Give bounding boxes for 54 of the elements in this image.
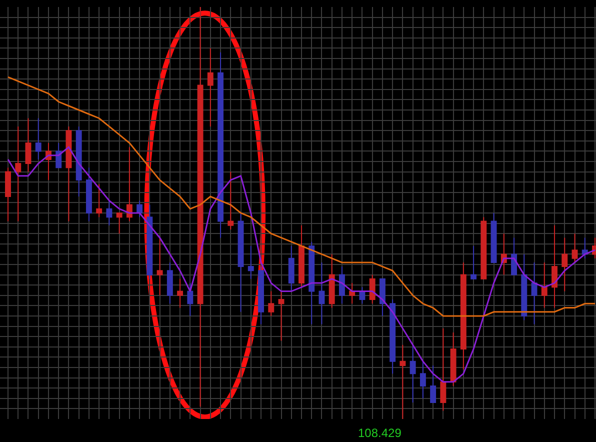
candlestick [369, 274, 376, 304]
candlestick [440, 328, 446, 412]
candlestick [177, 278, 184, 308]
candlestick [248, 245, 254, 280]
candlestick [450, 332, 456, 387]
candlestick [521, 254, 528, 321]
candlestick [460, 262, 466, 370]
candlestick [480, 216, 487, 280]
candlestick [238, 212, 244, 312]
candlestick [106, 200, 112, 226]
candlestick [359, 286, 366, 304]
candlestick [511, 237, 517, 276]
candlestick [490, 212, 497, 263]
candlestick [288, 245, 294, 292]
candlestick [268, 290, 274, 316]
candlestick [349, 282, 356, 304]
candlestick [56, 142, 62, 168]
candlestick [76, 126, 82, 198]
candlestick [25, 118, 32, 172]
candlestick [207, 48, 214, 127]
candlestick [552, 224, 558, 308]
candlestick [318, 262, 325, 325]
candlestick [126, 146, 132, 222]
candlestick [328, 254, 335, 308]
candlestick [156, 237, 163, 296]
candlestick [116, 212, 122, 234]
candlestick [96, 184, 102, 218]
candlestick [187, 282, 194, 316]
candlestick [136, 200, 143, 218]
candlestick [420, 360, 426, 399]
candlestick [531, 262, 538, 325]
candlestick [379, 278, 386, 316]
candlestick [258, 266, 264, 325]
candlestick [15, 126, 22, 222]
candlestick [400, 344, 406, 419]
candlestick [541, 262, 548, 308]
candlestick [35, 118, 42, 160]
candlestick [308, 241, 315, 325]
candlestick [166, 262, 173, 304]
candlestick [278, 290, 284, 342]
candlestick [86, 167, 92, 222]
candlestick [572, 233, 578, 263]
candlestick [228, 171, 234, 230]
candlestick [390, 299, 396, 374]
candlestick [146, 204, 153, 280]
text: 108.429 [358, 426, 402, 440]
candlestick [410, 344, 416, 404]
candlestick [470, 245, 477, 280]
candlestick [338, 266, 345, 304]
candlestick [298, 224, 304, 288]
candlestick [66, 126, 72, 222]
candlestick [430, 364, 436, 404]
candlestick [562, 237, 568, 292]
candlestick [5, 167, 11, 222]
